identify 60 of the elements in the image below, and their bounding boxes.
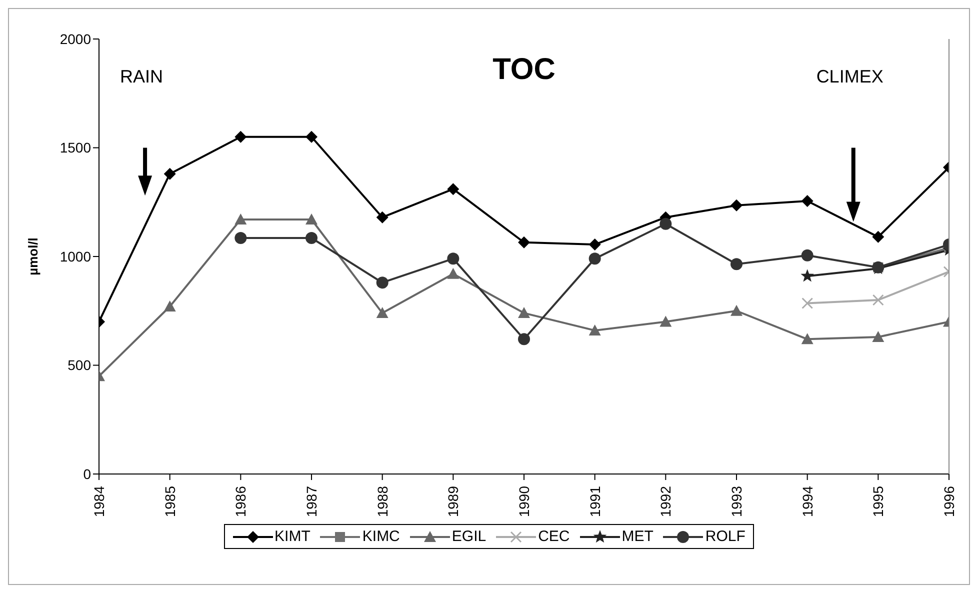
y-tick-label: 500 <box>68 357 92 374</box>
point <box>801 249 814 262</box>
point <box>447 183 460 196</box>
point <box>730 258 742 270</box>
point <box>376 276 388 289</box>
point <box>660 218 672 230</box>
point <box>730 304 742 316</box>
point <box>234 232 247 244</box>
legend-label: CEC <box>538 528 570 545</box>
text: TOC <box>492 53 556 86</box>
point <box>234 130 247 143</box>
point <box>306 232 318 244</box>
point <box>660 316 672 327</box>
point <box>588 252 601 265</box>
y-axis-title: µmol/l <box>26 238 41 276</box>
x-tick-label: 1991 <box>586 486 603 518</box>
annotation: CLIMEX <box>816 66 884 86</box>
legend-label: EGIL <box>452 528 486 545</box>
y-tick-label: 1000 <box>60 248 92 264</box>
x-tick-label: 1996 <box>941 486 957 518</box>
point <box>872 294 884 306</box>
point <box>730 199 742 212</box>
y-tick-label: 2000 <box>60 30 92 47</box>
point <box>588 324 601 336</box>
point <box>164 168 176 180</box>
x-tick-label: 1986 <box>232 486 249 518</box>
point <box>518 307 530 318</box>
x-tick-label: 1988 <box>374 486 390 518</box>
point <box>447 268 460 279</box>
x-tick-label: 1995 <box>870 486 886 518</box>
point <box>306 130 318 143</box>
point <box>164 300 176 312</box>
x-tick-label: 1984 <box>91 486 107 518</box>
legend-label: ROLF <box>705 528 746 545</box>
x-tick-label: 1993 <box>728 486 744 518</box>
legend-label: MET <box>622 528 654 545</box>
point <box>588 238 601 251</box>
point <box>801 195 814 208</box>
annotation: RAIN <box>120 66 164 86</box>
point <box>306 214 318 225</box>
y-tick-label: 0 <box>83 466 92 482</box>
point <box>376 211 388 224</box>
x-tick-label: 1985 <box>162 486 178 518</box>
point <box>872 230 884 243</box>
point <box>518 333 530 346</box>
x-tick-label: 1994 <box>799 486 816 518</box>
legend-label: KIMC <box>362 528 400 545</box>
point <box>376 307 388 318</box>
point <box>518 236 530 248</box>
x-tick-label: 1989 <box>445 486 462 518</box>
point <box>801 333 814 344</box>
point <box>872 330 884 342</box>
y-tick-label: 1500 <box>60 140 92 156</box>
x-tick-label: 1987 <box>304 486 320 518</box>
x-tick-label: 1992 <box>658 486 674 518</box>
point <box>802 298 814 310</box>
point <box>234 214 247 225</box>
point <box>447 252 460 265</box>
x-tick-label: 1990 <box>516 486 532 518</box>
legend-label: KIMT <box>274 528 310 545</box>
